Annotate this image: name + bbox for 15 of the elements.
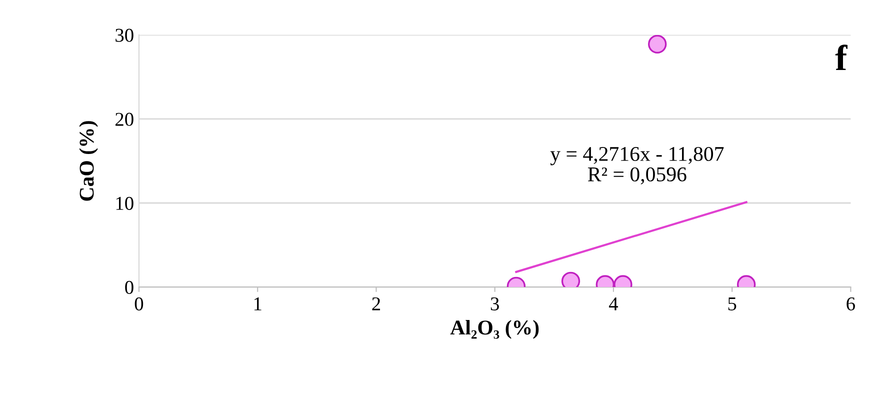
x-tick-label: 6 [846, 297, 855, 310]
y-tick-label: 20 [116, 112, 134, 126]
x-tick-label: 0 [134, 297, 144, 310]
y-tick-label: 10 [116, 196, 134, 210]
x-axis-title: Al₂O₃ (%) [450, 320, 539, 339]
y-tick-label: 0 [125, 280, 134, 294]
x-tick-label: 3 [490, 297, 499, 310]
annotation: y = 4,2716x - 11,807 R² = 0,0596 [550, 146, 724, 184]
x-tick-label: 4 [608, 297, 618, 310]
x-tick-label: 5 [728, 298, 736, 310]
x-tick-label: 1 [254, 297, 262, 310]
annotation: f [835, 44, 848, 70]
x-tick-label: 2 [372, 297, 380, 310]
y-tick-label: 30 [116, 28, 134, 42]
y-axis-title: CaO (%) [79, 121, 98, 201]
